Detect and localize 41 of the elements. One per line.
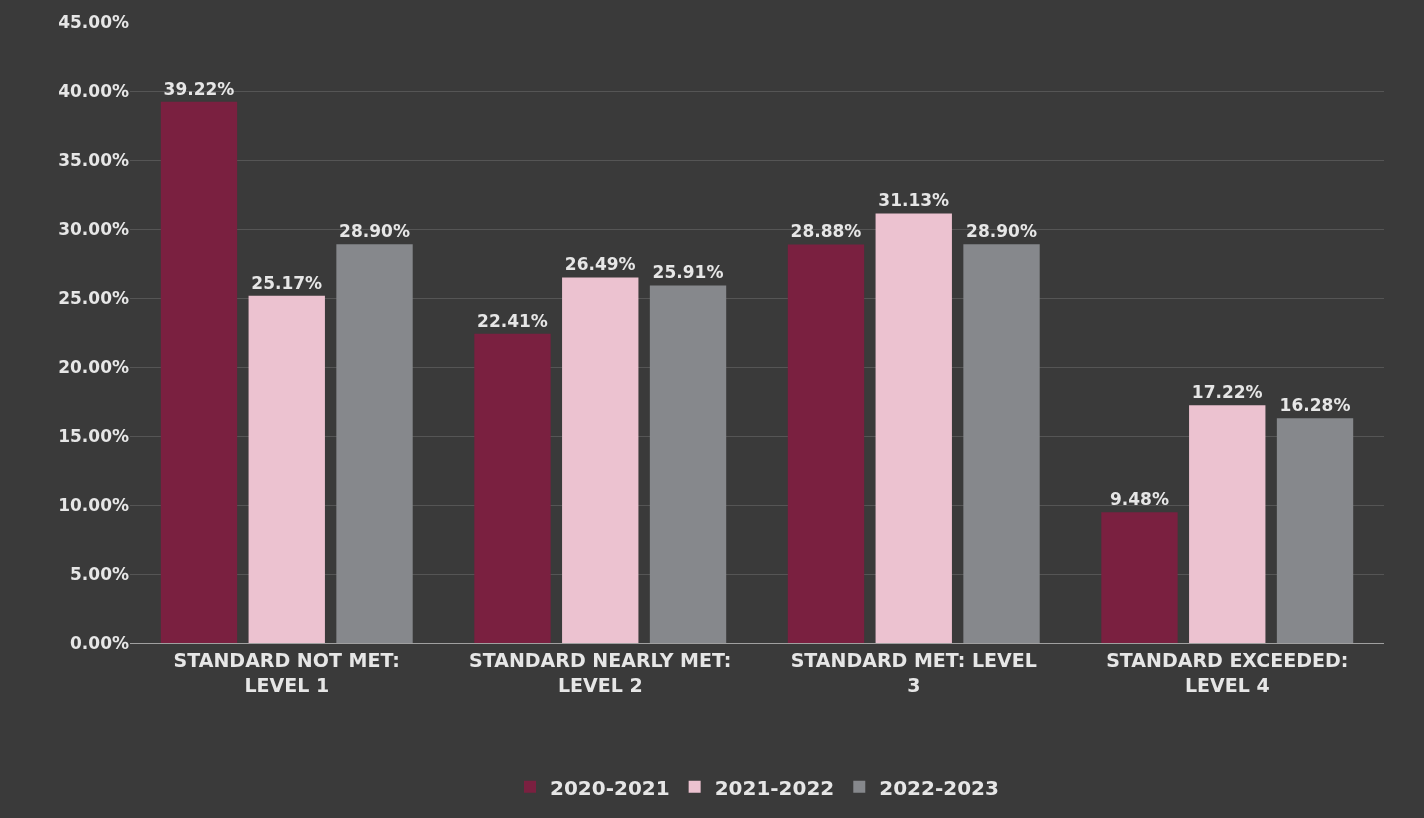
data-label: 25.17%	[251, 272, 323, 293]
y-tick-label: 30.00%	[58, 218, 129, 239]
y-tick-label: 5.00%	[70, 563, 129, 584]
x-tick-label: STANDARD NEARLY MET: LEVEL 2	[469, 648, 732, 696]
bar	[562, 277, 639, 643]
x-tick-label: STANDARD EXCEEDED: LEVEL 4	[1106, 648, 1349, 696]
x-tick-label: STANDARD NOT MET: LEVEL 1	[173, 648, 400, 696]
data-label: 9.48%	[1109, 489, 1169, 510]
bar	[1189, 405, 1266, 643]
bar	[474, 333, 551, 643]
data-label: 22.41%	[477, 310, 548, 331]
data-label: 28.88%	[790, 221, 862, 242]
data-label: 39.22%	[163, 78, 235, 99]
y-tick-label: 45.00%	[58, 11, 129, 32]
data-label: 16.28%	[1279, 395, 1351, 416]
bar	[1101, 512, 1178, 643]
y-tick-label: 35.00%	[58, 149, 129, 170]
x-tick-label: STANDARD MET: LEVEL 3	[790, 648, 1037, 696]
data-label: 28.90%	[339, 221, 410, 242]
bar	[875, 213, 952, 643]
data-label: 31.13%	[878, 190, 950, 211]
y-tick-label: 0.00%	[70, 632, 129, 653]
y-tick-label: 10.00%	[58, 494, 129, 515]
data-label: 28.90%	[966, 221, 1037, 242]
legend-label: 2020-2021	[550, 775, 670, 800]
legend-label: 2022-2023	[879, 775, 999, 800]
bar	[963, 244, 1040, 643]
bar	[160, 101, 238, 643]
bar	[248, 295, 325, 643]
bar	[336, 244, 413, 643]
y-tick-label: 25.00%	[58, 287, 129, 308]
bar	[1276, 418, 1354, 643]
y-tick-label: 20.00%	[58, 356, 129, 377]
data-label: 17.22%	[1191, 382, 1263, 403]
legend-label: 2021-2022	[714, 775, 835, 800]
data-label: 26.49%	[564, 254, 636, 275]
bar	[787, 244, 865, 643]
y-tick-label: 40.00%	[58, 80, 129, 101]
data-label: 25.91%	[652, 262, 724, 283]
y-tick-label: 15.00%	[58, 425, 129, 446]
bar	[649, 285, 727, 643]
